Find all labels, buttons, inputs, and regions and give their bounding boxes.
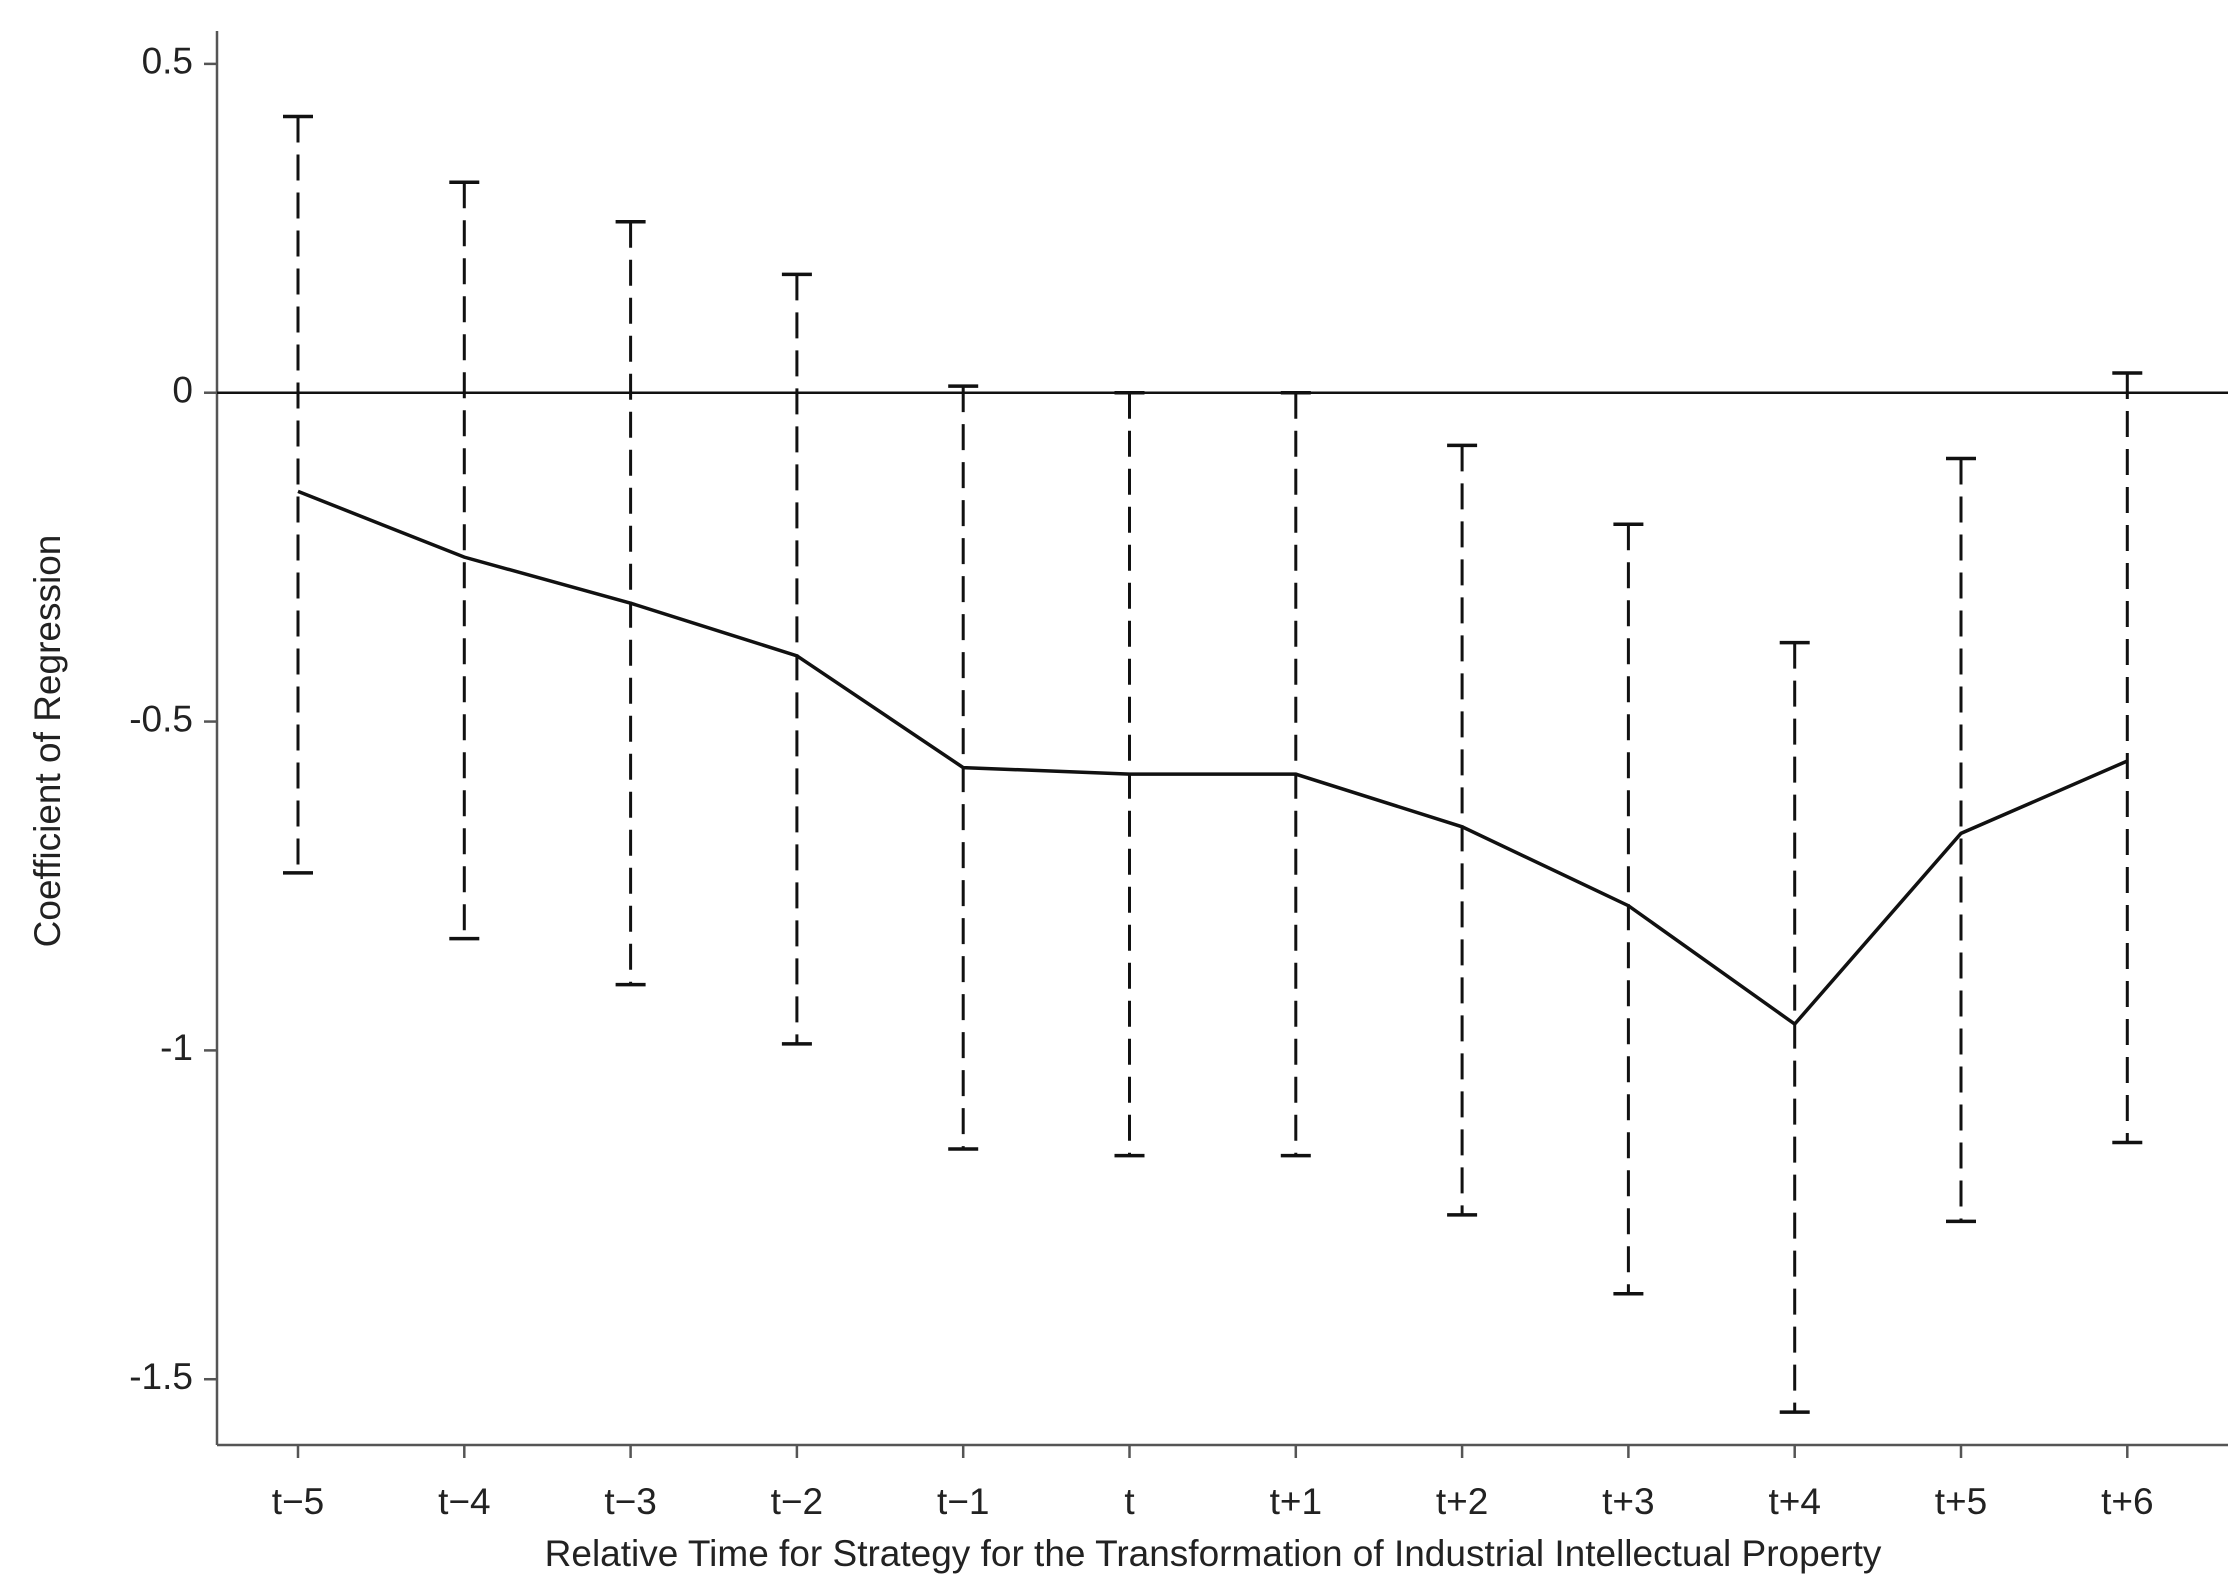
y-tick-label: 0.5 bbox=[142, 41, 193, 82]
x-tick-label: t+2 bbox=[1436, 1481, 1488, 1522]
x-tick-label: t−3 bbox=[604, 1481, 656, 1522]
y-axis-label: Coefficient of Regression bbox=[27, 535, 68, 948]
x-tick-label: t bbox=[1124, 1481, 1135, 1522]
y-tick-label: -1 bbox=[160, 1027, 193, 1068]
x-tick-label: t−5 bbox=[272, 1481, 324, 1522]
x-tick-label: t−4 bbox=[438, 1481, 490, 1522]
x-tick-label: t+5 bbox=[1935, 1481, 1987, 1522]
y-tick-label: 0 bbox=[172, 370, 193, 411]
x-tick-label: t+3 bbox=[1602, 1481, 1654, 1522]
x-tick-label: t+1 bbox=[1270, 1481, 1322, 1522]
x-tick-label: t−2 bbox=[771, 1481, 823, 1522]
coefficient-line bbox=[297, 489, 2128, 1027]
y-tick-label: -0.5 bbox=[129, 698, 193, 739]
x-tick-label: t−1 bbox=[937, 1481, 989, 1522]
x-tick-label: t+4 bbox=[1768, 1481, 1820, 1522]
x-tick-label: t+6 bbox=[2101, 1481, 2153, 1522]
y-tick-label: -1.5 bbox=[129, 1356, 193, 1397]
x-axis-label: Relative Time for Strategy for the Trans… bbox=[545, 1533, 1882, 1574]
